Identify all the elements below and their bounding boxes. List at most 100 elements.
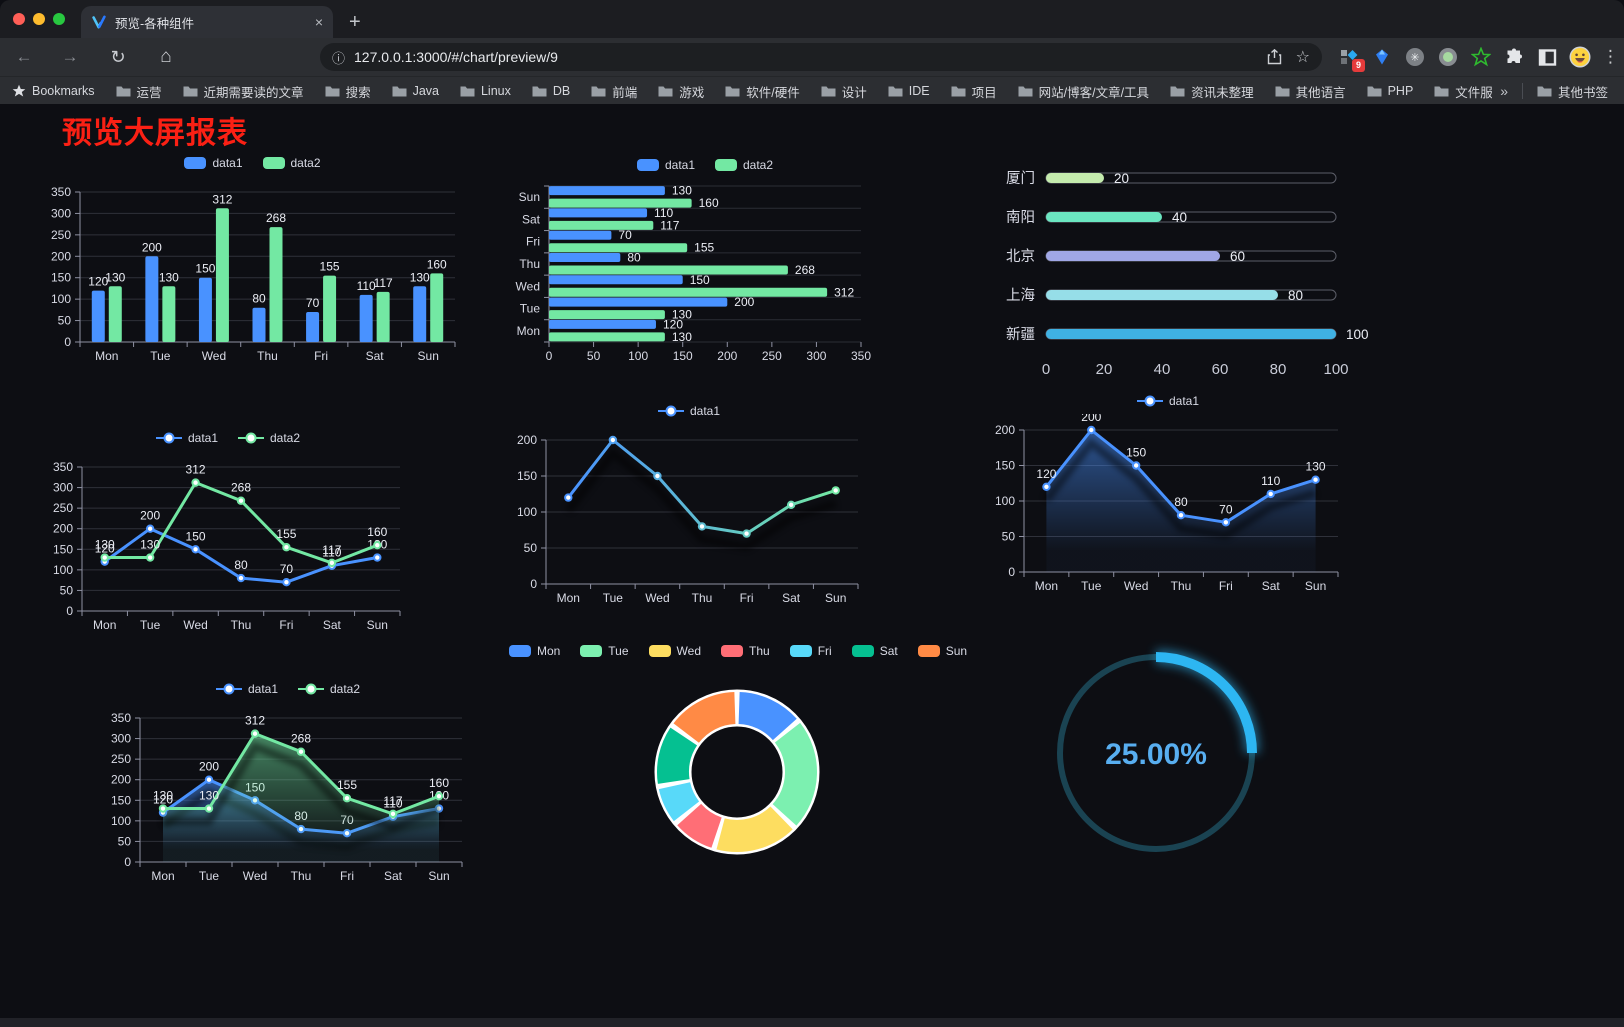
bookmark-folder[interactable]: 文件服务器	[1434, 82, 1492, 101]
svg-text:50: 50	[118, 834, 132, 848]
svg-text:Sat: Sat	[384, 869, 403, 883]
snowflake-extension-icon[interactable]: ✳	[1404, 46, 1426, 68]
new-tab-button[interactable]: +	[349, 11, 361, 33]
svg-text:120: 120	[88, 275, 108, 289]
svg-text:Tue: Tue	[603, 591, 624, 605]
window-zoom-button[interactable]	[53, 13, 65, 25]
bookmark-folder[interactable]: 项目	[951, 82, 997, 101]
legend-item[interactable]: data2	[238, 431, 300, 445]
bookmark-folder[interactable]: 游戏	[658, 82, 704, 101]
svg-text:60: 60	[1230, 249, 1245, 264]
bookmark-folder[interactable]: 资讯未整理	[1170, 82, 1254, 101]
grouped-bar-chart[interactable]: data1 data2 0 50 100 150 200 250 300 350 Mon Tue Wed…	[40, 150, 465, 368]
single-area-chart[interactable]: data1 0 50 100 150 200 Mon Tue Wed Thu Fri Sat Sun 12…	[984, 388, 1352, 598]
svg-text:Thu: Thu	[257, 349, 278, 363]
chart-legend: Mon Tue Wed Thu Fri Sat Sun	[508, 638, 967, 664]
window-minimize-button[interactable]	[33, 13, 45, 25]
bookmarks-right: » 其他书签	[1500, 82, 1612, 101]
bookmarks-root[interactable]: Bookmarks	[12, 84, 95, 98]
bookmark-star-icon[interactable]: ☆	[1295, 49, 1310, 66]
bookmarks-overflow-chevron[interactable]: »	[1500, 83, 1508, 99]
green-star-extension-icon[interactable]	[1470, 46, 1492, 68]
legend-item[interactable]: Fri	[789, 644, 832, 658]
legend-item[interactable]: Tue	[580, 644, 629, 658]
grid-extension-icon[interactable]: 9	[1338, 46, 1365, 72]
svg-text:350: 350	[111, 711, 131, 725]
bookmark-folder[interactable]: Java	[392, 84, 439, 98]
donut-chart[interactable]: Mon Tue Wed Thu Fri Sat Sun	[508, 638, 967, 890]
svg-text:200: 200	[517, 433, 537, 447]
svg-text:0: 0	[546, 349, 553, 363]
bookmark-folder[interactable]: Linux	[460, 84, 511, 98]
bookmark-folder[interactable]: 近期需要读的文章	[183, 82, 304, 101]
svg-text:Sat: Sat	[782, 591, 801, 605]
site-info-icon[interactable]: ⓘ	[332, 50, 346, 66]
bookmark-folder[interactable]: 软件/硬件	[725, 82, 800, 101]
gem-extension-icon[interactable]	[1371, 46, 1393, 68]
share-icon[interactable]	[1267, 49, 1282, 65]
home-icon[interactable]: ⌂	[160, 46, 172, 67]
svg-text:268: 268	[795, 263, 815, 277]
chart-legend: data1 data2	[505, 152, 905, 178]
svg-text:100: 100	[53, 563, 73, 577]
legend-item[interactable]: data1	[215, 682, 278, 696]
legend-item[interactable]: Wed	[648, 644, 701, 658]
legend-item[interactable]: data1	[657, 404, 720, 418]
svg-text:100: 100	[995, 494, 1015, 508]
bookmark-folder[interactable]: 网站/博客/文章/工具	[1018, 82, 1149, 101]
profile-avatar[interactable]	[1569, 46, 1591, 68]
gauge-chart[interactable]: 25.00%	[1040, 635, 1280, 879]
svg-text:Fri: Fri	[740, 591, 754, 605]
legend-item[interactable]: data2	[262, 156, 321, 170]
legend-item[interactable]: data1	[184, 156, 243, 170]
legend-item[interactable]: data2	[298, 682, 360, 696]
legend-item[interactable]: data1	[155, 431, 218, 445]
record-extension-icon[interactable]	[1437, 46, 1459, 68]
tab-close-icon[interactable]: ×	[314, 14, 323, 30]
bookmarks-list: 运营 近期需要读的文章 搜索 Java Linux DB 前端 游戏 软件/硬件 设计 IDE 项目 网…	[116, 82, 1492, 101]
forward-icon[interactable]: →	[61, 47, 79, 66]
window-close-button[interactable]	[13, 13, 25, 25]
legend-item[interactable]: data1	[1136, 394, 1199, 408]
bookmark-folder[interactable]: DB	[532, 84, 570, 98]
address-bar[interactable]: ⓘ 127.0.0.1:3000/#/chart/preview/9 ☆	[320, 43, 1322, 71]
bookmark-folder[interactable]: 前端	[591, 82, 637, 101]
svg-text:100: 100	[51, 292, 71, 306]
other-bookmarks-folder[interactable]: 其他书签	[1537, 82, 1608, 101]
legend-item[interactable]: Sat	[851, 644, 898, 658]
reload-icon[interactable]: ↻	[110, 46, 126, 67]
svg-text:155: 155	[320, 260, 340, 274]
extension-badge: 9	[1351, 59, 1365, 72]
bookmark-folder[interactable]: PHP	[1367, 84, 1413, 98]
folder-icon	[1018, 86, 1033, 96]
city-progress-chart[interactable]: 厦门 20 南阳 40 北京 60 上海 80 新疆 100 0 20 40 60 80 100	[988, 156, 1378, 388]
gradient-line-chart[interactable]: data1 0 50 100 150 200 Mon Tue Wed Thu Fri Sat Sun	[506, 398, 872, 610]
bookmark-folder[interactable]: IDE	[888, 84, 930, 98]
folder-icon	[392, 86, 407, 96]
back-icon[interactable]: ←	[15, 47, 33, 66]
legend-item[interactable]: Sun	[917, 644, 967, 658]
svg-text:70: 70	[618, 228, 632, 242]
bookmark-folder[interactable]: 搜索	[325, 82, 371, 101]
side-panel-icon[interactable]	[1536, 46, 1558, 68]
svg-text:110: 110	[322, 546, 341, 560]
horizontal-bar-chart[interactable]: data1 data2 0 50 100 150 200 250 300 350 Mon 120 130…	[505, 152, 905, 368]
browser-tab[interactable]: 预览-各种组件 ×	[81, 6, 333, 38]
two-series-area-chart[interactable]: data1 data2 0 50 100 150 200 250 300 350 Mon Tue Wed…	[100, 676, 476, 888]
folder-icon	[1367, 86, 1382, 96]
legend-item[interactable]: data1	[636, 158, 695, 172]
two-series-line-chart[interactable]: data1 data2 0 50 100 150 200 250 300 350 Mon Tue Wed…	[42, 425, 414, 637]
legend-item[interactable]: Mon	[508, 644, 560, 658]
browser-menu-icon[interactable]: ⋮	[1602, 47, 1619, 66]
bookmark-folder[interactable]: 其他语言	[1275, 82, 1346, 101]
bookmark-folder[interactable]: 运营	[116, 82, 162, 101]
bookmark-folder[interactable]: 设计	[821, 82, 867, 101]
url-text[interactable]: 127.0.0.1:3000/#/chart/preview/9	[354, 49, 558, 65]
extensions-puzzle-icon[interactable]	[1503, 46, 1525, 68]
legend-item[interactable]: Thu	[721, 644, 770, 658]
svg-text:130: 130	[199, 789, 219, 803]
legend-item[interactable]: data2	[715, 158, 773, 172]
svg-text:Mon: Mon	[517, 324, 540, 338]
folder-icon	[1434, 86, 1449, 96]
svg-text:70: 70	[1219, 502, 1233, 516]
